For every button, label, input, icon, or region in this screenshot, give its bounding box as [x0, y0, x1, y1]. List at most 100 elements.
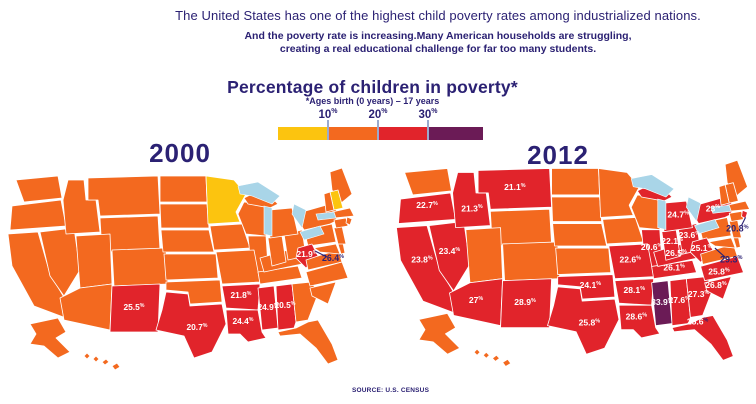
value-label-oh: 23.6%: [679, 230, 701, 240]
state-hi: [83, 352, 91, 360]
state-nd: [551, 168, 600, 196]
callout-line-dc: [314, 250, 328, 258]
state-co: [502, 241, 561, 282]
lake-huron: [686, 196, 701, 223]
percent-sign: %: [381, 108, 388, 115]
state-hi: [111, 362, 121, 371]
legend-title: Percentage of children in poverty*: [227, 77, 518, 97]
percent-sign: %: [331, 108, 338, 115]
state-sd: [551, 196, 603, 222]
value-label-il: 20.6%: [641, 242, 663, 252]
state-md: [708, 237, 736, 249]
value-label-az: 27%: [469, 295, 484, 305]
callout-label-ri: 20.8%: [726, 224, 748, 234]
state-vt: [718, 184, 730, 206]
legend-tick-label-20: 20%: [353, 108, 403, 121]
value-label-in: 22.1%: [661, 236, 683, 246]
lake-superior: [630, 174, 675, 198]
state-or: [9, 199, 67, 231]
state-nd: [159, 175, 208, 203]
value-label-wv: 21.9%: [296, 249, 317, 259]
value-label-ok: 24.1%: [580, 280, 602, 290]
state-la: [225, 309, 267, 343]
lake-huron: [291, 203, 307, 229]
value-label-nm: 28.9%: [514, 297, 536, 307]
state-va: [305, 249, 343, 271]
value-label-nv: 23.4%: [439, 246, 461, 256]
state-md: [313, 243, 341, 255]
state-wa: [15, 175, 63, 203]
state-ri: [345, 216, 353, 226]
value-label-ms: 33.9%: [651, 297, 673, 307]
state-hi: [502, 358, 512, 367]
state-mo: [215, 249, 261, 285]
state-vt: [323, 191, 335, 213]
tick-value: 10: [318, 108, 332, 121]
value-label-ca: 23.8%: [411, 254, 433, 264]
legend-note: *Ages birth (0 years) – 17 years: [305, 96, 440, 106]
year-label-2012: 2012: [527, 140, 589, 170]
state-hi: [92, 355, 100, 363]
legend-segment-orange: [328, 127, 378, 140]
subheadline-1: And the poverty rate is increasing.Many …: [244, 30, 632, 42]
state-hi: [473, 348, 481, 356]
header: The United States has one of the highest…: [120, 8, 756, 56]
callout-line-dc: [714, 247, 726, 258]
subheadline-2: creating a real educational challenge fo…: [279, 43, 597, 55]
legend-tick-label-30: 30%: [403, 108, 453, 121]
state-hi: [482, 351, 490, 359]
map-2000: 25.5% 20.7% 21.8% 24.4% 24.9%20.5% 21.9% 26.4%: [7, 167, 355, 371]
value-label-tx: 25.8%: [579, 318, 601, 328]
state-sd: [159, 203, 210, 229]
value-label-tn: 26.1%: [663, 263, 685, 273]
state-ct: [333, 217, 349, 229]
value-label-ny: 23%: [706, 203, 721, 213]
legend-segment-yellow: [278, 127, 328, 140]
tick-value: 20: [368, 108, 382, 121]
legend-color-bar: [278, 127, 483, 140]
value-label-nc: 25.8%: [708, 267, 730, 277]
value-label-mi: 24.7%: [667, 209, 689, 219]
value-label-ky: 26.5%: [665, 248, 687, 258]
value-label-ar: 28.1%: [624, 285, 646, 295]
state-al: [275, 283, 297, 331]
value-label-ms: 24.9%: [257, 302, 278, 312]
value-label-fl: 25.6%: [687, 317, 709, 327]
state-ks: [163, 253, 219, 281]
callout-line-ri: [740, 217, 747, 226]
value-label-la: 28.6%: [626, 312, 648, 322]
state-co: [111, 247, 169, 287]
tick-value: 30: [418, 108, 432, 121]
state-ne: [160, 229, 215, 253]
value-label-al: 20.5%: [274, 300, 295, 310]
lake-michigan: [657, 198, 667, 231]
lake-erie: [299, 225, 325, 241]
state-wa: [404, 168, 452, 196]
state-mt: [477, 168, 552, 210]
state-ut: [465, 227, 503, 284]
state-ks: [555, 247, 612, 275]
state-fl: [671, 315, 734, 361]
legend-tick-30: [427, 120, 429, 140]
value-label-mt: 21.1%: [504, 182, 526, 192]
state-hi: [101, 358, 110, 366]
legend-tick-20: [377, 120, 379, 140]
lake-michigan: [263, 205, 273, 237]
state-ut: [75, 233, 113, 289]
state-az: [59, 283, 113, 331]
value-label-nm: 25.5%: [123, 302, 144, 312]
state-tx: [547, 286, 620, 355]
value-label-id: 21.3%: [461, 203, 483, 213]
state-sc: [309, 281, 337, 305]
source-credit: SOURCE: U.S. CENSUS: [352, 387, 430, 394]
value-label-mo: 22.6%: [619, 254, 641, 264]
value-label-la: 24.4%: [232, 316, 253, 326]
map-2012: 22.7% 21.1% 21.3% 23.4% 23.8% 27% 28.9% 24.1% 25…: [396, 159, 751, 367]
legend-tick-10: [327, 120, 329, 140]
state-va: [700, 243, 738, 265]
year-label-2000: 2000: [149, 138, 211, 168]
state-sc: [704, 276, 732, 300]
legend-tick-label-10: 10%: [303, 108, 353, 121]
state-mt: [87, 175, 161, 217]
